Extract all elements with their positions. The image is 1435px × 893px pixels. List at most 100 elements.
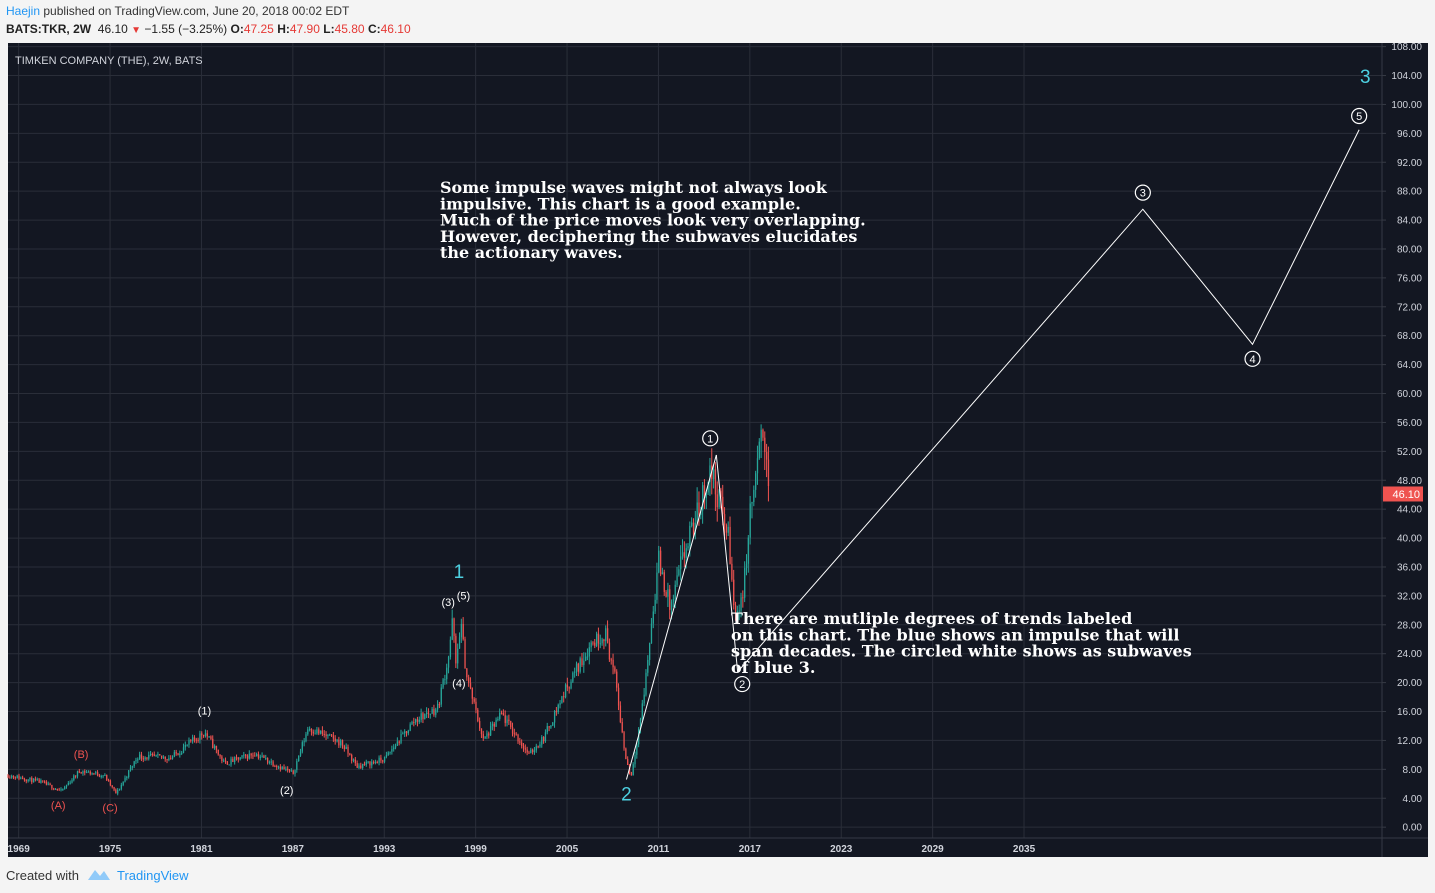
author-link[interactable]: Haejin [6, 4, 41, 18]
candle-body [564, 684, 567, 698]
candle-body [420, 713, 422, 720]
candle-body [197, 739, 199, 741]
candle-body [744, 568, 746, 598]
candle-body [285, 768, 287, 770]
candle-body [261, 755, 263, 757]
candle-body [358, 765, 360, 768]
white-subwave-label: (3) [442, 597, 455, 609]
candle-body [595, 633, 598, 646]
candle-body [597, 633, 600, 644]
candle-body [468, 677, 470, 683]
candle-body [691, 522, 693, 526]
time-axis[interactable]: 1969 1975 1981 1987 1993 1999 2005 2011 2017 2023… [8, 844, 1036, 855]
candle-body [367, 761, 369, 763]
y-tick-label: 36.00 [1397, 562, 1422, 573]
candle-body [47, 783, 49, 785]
candle-body [23, 779, 26, 781]
candle-body [219, 754, 221, 757]
candle-body [303, 741, 305, 743]
candle-body [762, 429, 764, 438]
candle-body [186, 744, 188, 746]
candle-body [639, 719, 642, 729]
candle-body [480, 728, 483, 735]
candle-body [332, 735, 335, 739]
candle-body [411, 722, 413, 725]
candle-body [149, 754, 152, 756]
candle-body [575, 663, 578, 672]
candle-body [9, 777, 11, 779]
candle-body [608, 642, 611, 660]
candle-body [619, 705, 622, 723]
candle-body [124, 777, 126, 782]
y-tick-label: 20.00 [1397, 678, 1422, 689]
candle-body [263, 755, 265, 758]
candle-body [528, 752, 530, 754]
candle-body [733, 579, 735, 606]
candle-body [544, 732, 547, 742]
candle-body [347, 746, 349, 754]
candle-body [40, 780, 42, 783]
candle-body [546, 726, 548, 733]
candle-body [259, 756, 261, 758]
candle-body [118, 788, 121, 790]
circled-label-text: 2 [739, 679, 745, 691]
candle-body [160, 755, 163, 758]
annotation-line: However, deciphering the subwaves elucid… [440, 227, 857, 246]
candle-body [217, 749, 219, 755]
x-tick-label: 2017 [739, 844, 762, 855]
candle-body [374, 761, 377, 763]
y-tick-label: 24.00 [1397, 649, 1422, 660]
candle-body [764, 437, 766, 452]
down-triangle-icon: ▼ [131, 25, 142, 36]
candle-body [310, 729, 313, 732]
candle-body [416, 719, 419, 722]
candle-body [617, 687, 620, 706]
candle-body [409, 724, 411, 731]
candle-body [625, 748, 627, 760]
candle-body [351, 754, 353, 761]
candle-body [316, 729, 318, 734]
price-axis[interactable]: 0.00 4.00 8.00 12.00 16.00 20.00 24.00 28.00 32.… [1382, 42, 1422, 834]
candle-body [683, 552, 686, 558]
candle-body [404, 731, 406, 734]
candle-body [223, 760, 225, 762]
candle-body [208, 736, 210, 738]
candle-body [705, 492, 707, 499]
annotation-line: on this chart. The blue shows an impulse… [731, 625, 1179, 644]
circled-label-ring [1351, 107, 1368, 125]
candle-body [378, 757, 380, 763]
candle-body [151, 754, 154, 756]
candle-body [338, 739, 340, 746]
candle-body [396, 741, 399, 746]
y-tick-label: 32.00 [1397, 591, 1422, 602]
tradingview-link[interactable]: TradingView [116, 868, 189, 883]
x-tick-label: 1999 [465, 844, 488, 855]
candle-body [491, 723, 494, 727]
candle-body [363, 763, 366, 765]
candle-body [643, 694, 645, 704]
candle-body [661, 572, 664, 575]
candle-body [484, 736, 486, 739]
candle-body [394, 745, 397, 748]
candle-body [495, 719, 497, 727]
x-tick-label: 2005 [556, 844, 579, 855]
candle-body [669, 589, 671, 610]
candle-body [583, 660, 585, 665]
annotation-line: There are mutliple degrees of trends lab… [731, 609, 1132, 628]
candle-body [168, 758, 170, 761]
candle-body [656, 572, 658, 600]
candle-body [659, 550, 662, 575]
candle-body [539, 744, 541, 747]
candle-body [698, 502, 700, 516]
candle-body [707, 482, 709, 493]
candle-body [647, 659, 649, 673]
candle-body [142, 758, 144, 760]
white-subwave-label: (1) [198, 705, 211, 717]
candle-body [128, 770, 130, 778]
close-label: C: [367, 22, 381, 36]
candle-body [341, 740, 344, 746]
candle-body [32, 778, 35, 783]
candle-body [245, 754, 247, 756]
candle-body [257, 754, 260, 758]
